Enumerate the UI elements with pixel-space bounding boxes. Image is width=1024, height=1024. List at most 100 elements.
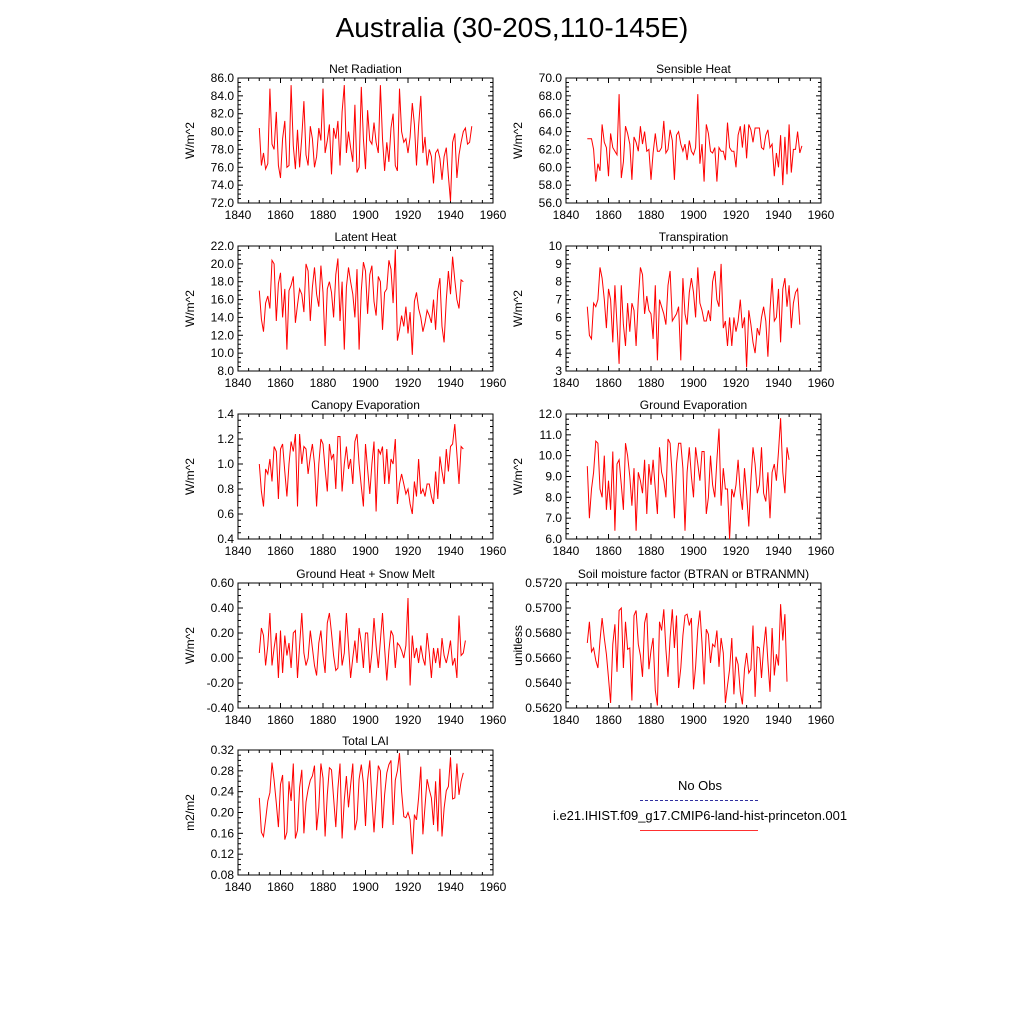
y-tick-label: 0.12 bbox=[211, 847, 235, 861]
x-tick-label: 1900 bbox=[680, 376, 707, 390]
chart-title: Latent Heat bbox=[334, 230, 397, 244]
x-tick-label: 1920 bbox=[723, 713, 750, 727]
x-tick-label: 1880 bbox=[310, 544, 337, 558]
x-tick-label: 1940 bbox=[437, 880, 464, 894]
legend-model-label: i.e21.IHIST.f09_g17.CMIP6-land-hist-prin… bbox=[552, 808, 848, 823]
x-tick-label: 1880 bbox=[638, 208, 665, 222]
y-tick-label: 56.0 bbox=[539, 196, 563, 210]
y-tick-label: 0.28 bbox=[211, 764, 235, 778]
y-tick-label: 12.0 bbox=[539, 407, 563, 421]
y-tick-label: 22.0 bbox=[211, 239, 235, 253]
y-axis-label: W/m^2 bbox=[183, 290, 197, 327]
y-tick-label: 8 bbox=[555, 275, 562, 289]
y-tick-label: 0.6 bbox=[217, 507, 234, 521]
x-tick-label: 1960 bbox=[808, 208, 835, 222]
y-tick-label: 0.16 bbox=[211, 826, 235, 840]
x-tick-label: 1860 bbox=[267, 208, 294, 222]
x-tick-label: 1860 bbox=[595, 713, 622, 727]
x-tick-label: 1840 bbox=[225, 713, 252, 727]
y-tick-label: 20.0 bbox=[211, 257, 235, 271]
x-tick-label: 1940 bbox=[765, 713, 792, 727]
y-tick-label: 11.0 bbox=[540, 428, 563, 442]
y-tick-label: 6 bbox=[555, 310, 562, 324]
chart-panel: Transpiration W/m^2 1840 1860 1880 1900 1920 19… bbox=[511, 230, 835, 390]
y-axis-label: W/m^2 bbox=[183, 627, 197, 664]
y-tick-label: 0.32 bbox=[211, 743, 235, 757]
x-tick-label: 1920 bbox=[723, 376, 750, 390]
chart-title: Total LAI bbox=[342, 734, 389, 748]
y-axis-label: m2/m2 bbox=[183, 794, 197, 831]
legend-obs-label: No Obs bbox=[677, 778, 723, 793]
x-tick-label: 1840 bbox=[225, 208, 252, 222]
y-tick-label: 78.0 bbox=[211, 142, 235, 156]
y-axis-label: W/m^2 bbox=[511, 290, 525, 327]
x-tick-label: 1920 bbox=[395, 376, 422, 390]
x-tick-label: 1920 bbox=[395, 544, 422, 558]
x-tick-label: 1840 bbox=[553, 544, 580, 558]
chart-panel: Canopy Evaporation W/m^2 1840 1860 1880 1900 1… bbox=[183, 398, 507, 558]
y-tick-label: 82.0 bbox=[211, 107, 235, 121]
x-tick-label: 1840 bbox=[553, 376, 580, 390]
x-tick-label: 1840 bbox=[553, 713, 580, 727]
chart-panel: Total LAI m2/m2 1840 1860 1880 1900 1920 1940 19… bbox=[183, 734, 507, 894]
x-tick-label: 1960 bbox=[480, 208, 507, 222]
y-tick-label: 0.08 bbox=[211, 868, 235, 882]
x-tick-label: 1860 bbox=[595, 544, 622, 558]
y-axis-label: W/m^2 bbox=[183, 122, 197, 159]
y-tick-label: 4 bbox=[555, 346, 562, 360]
chart-title: Soil moisture factor (BTRAN or BTRANMN) bbox=[578, 567, 809, 581]
plot-frame bbox=[237, 749, 494, 876]
x-tick-label: 1940 bbox=[765, 376, 792, 390]
chart-title: Net Radiation bbox=[329, 62, 402, 76]
chart-title: Canopy Evaporation bbox=[311, 398, 420, 412]
x-tick-label: 1880 bbox=[310, 208, 337, 222]
x-tick-label: 1860 bbox=[267, 880, 294, 894]
y-tick-label: 0.5620 bbox=[525, 701, 562, 715]
y-tick-label: 8.0 bbox=[217, 364, 234, 378]
x-tick-label: 1880 bbox=[310, 713, 337, 727]
series-line bbox=[586, 418, 790, 540]
y-tick-label: 0.60 bbox=[211, 576, 235, 590]
y-tick-label: 0.20 bbox=[211, 806, 235, 820]
x-tick-label: 1920 bbox=[395, 713, 422, 727]
legend-obs-line bbox=[640, 800, 758, 801]
x-tick-label: 1940 bbox=[765, 208, 792, 222]
y-axis-label: unitless bbox=[511, 625, 525, 666]
x-tick-label: 1960 bbox=[480, 880, 507, 894]
x-tick-label: 1900 bbox=[352, 880, 379, 894]
x-tick-label: 1900 bbox=[352, 544, 379, 558]
x-tick-label: 1900 bbox=[680, 544, 707, 558]
x-tick-label: 1840 bbox=[553, 208, 580, 222]
x-tick-label: 1960 bbox=[480, 544, 507, 558]
x-tick-label: 1900 bbox=[352, 208, 379, 222]
y-tick-label: 0.5660 bbox=[525, 651, 562, 665]
chart-panel: Sensible Heat W/m^2 1840 1860 1880 1900 1920 19… bbox=[511, 62, 835, 222]
y-tick-label: 60.0 bbox=[539, 160, 563, 174]
chart-panel: Net Radiation W/m^2 1840 1860 1880 1900 1920 19… bbox=[183, 62, 507, 222]
y-tick-label: 84.0 bbox=[211, 89, 235, 103]
legend-model-line bbox=[640, 830, 758, 831]
figure-title: Australia (30-20S,110-145E) bbox=[335, 12, 689, 43]
x-tick-label: 1880 bbox=[310, 880, 337, 894]
plot-frame bbox=[237, 582, 494, 709]
x-tick-label: 1920 bbox=[723, 208, 750, 222]
x-tick-label: 1900 bbox=[680, 208, 707, 222]
x-tick-label: 1940 bbox=[765, 544, 792, 558]
x-tick-label: 1940 bbox=[437, 376, 464, 390]
y-tick-label: 14.0 bbox=[211, 310, 235, 324]
y-tick-label: 0.40 bbox=[211, 601, 235, 615]
series-line bbox=[258, 597, 466, 686]
y-tick-label: 0.24 bbox=[211, 785, 235, 799]
x-tick-label: 1960 bbox=[808, 713, 835, 727]
y-tick-label: -0.40 bbox=[207, 701, 235, 715]
chart-panel: Ground Evaporation W/m^2 1840 1860 1880 1900 1… bbox=[511, 398, 835, 558]
x-tick-label: 1920 bbox=[395, 880, 422, 894]
x-tick-label: 1880 bbox=[638, 713, 665, 727]
y-tick-label: 9.0 bbox=[545, 470, 562, 484]
y-axis-label: W/m^2 bbox=[183, 458, 197, 495]
y-tick-label: 66.0 bbox=[539, 107, 563, 121]
y-axis-label: W/m^2 bbox=[511, 122, 525, 159]
y-tick-label: 0.5700 bbox=[525, 601, 562, 615]
chart-title: Ground Evaporation bbox=[640, 398, 747, 412]
y-tick-label: 80.0 bbox=[211, 125, 235, 139]
